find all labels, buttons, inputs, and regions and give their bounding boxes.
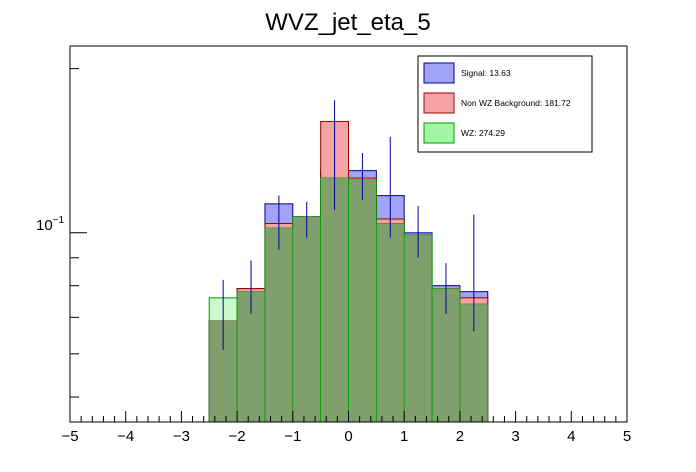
- chart-title: WVZ_jet_eta_5: [265, 9, 430, 36]
- legend-label-1: Non WZ Background: 181.72: [461, 98, 571, 108]
- bar-overlap-6: [376, 223, 404, 422]
- x-tick-label: 0: [344, 428, 352, 445]
- x-tick-label: 4: [567, 428, 575, 445]
- bar-overlap-5: [349, 179, 376, 422]
- bar-overlap-3: [293, 216, 321, 422]
- legend-swatch-0: [423, 62, 455, 84]
- x-tick-label: −3: [173, 428, 190, 445]
- bar-overlap-2: [265, 228, 293, 422]
- bar-overlap-4: [321, 178, 348, 422]
- x-tick-label: 3: [511, 428, 519, 445]
- legend-label-0: Signal: 13.63: [461, 68, 511, 78]
- legend: Signal: 13.63 Non WZ Background: 181.72 WZ…: [417, 55, 593, 153]
- y-tick-label: 10−1: [36, 215, 65, 234]
- x-tick-label: 5: [623, 428, 631, 445]
- legend-swatch-1: [423, 92, 455, 114]
- x-tick-label: −5: [61, 428, 78, 445]
- x-tick-label: −2: [229, 428, 246, 445]
- error-bars: [222, 100, 475, 350]
- x-tick-label: 2: [456, 428, 464, 445]
- x-axis-ticks: −5 −4 −3 −2 −1 0 1 2 3 4 5: [61, 411, 631, 445]
- histogram-bars: [208, 120, 489, 423]
- y-tick-label-base: 10: [36, 217, 53, 234]
- x-tick-label: −1: [284, 428, 301, 445]
- y-axis-ticks: [70, 68, 87, 398]
- legend-label-2: WZ: 274.29: [461, 128, 505, 138]
- x-tick-label: −4: [117, 428, 134, 445]
- y-tick-label-exponent: −1: [53, 215, 65, 226]
- legend-swatch-2: [423, 122, 455, 144]
- bar-overlap-7: [404, 235, 432, 422]
- x-tick-label: 1: [400, 428, 408, 445]
